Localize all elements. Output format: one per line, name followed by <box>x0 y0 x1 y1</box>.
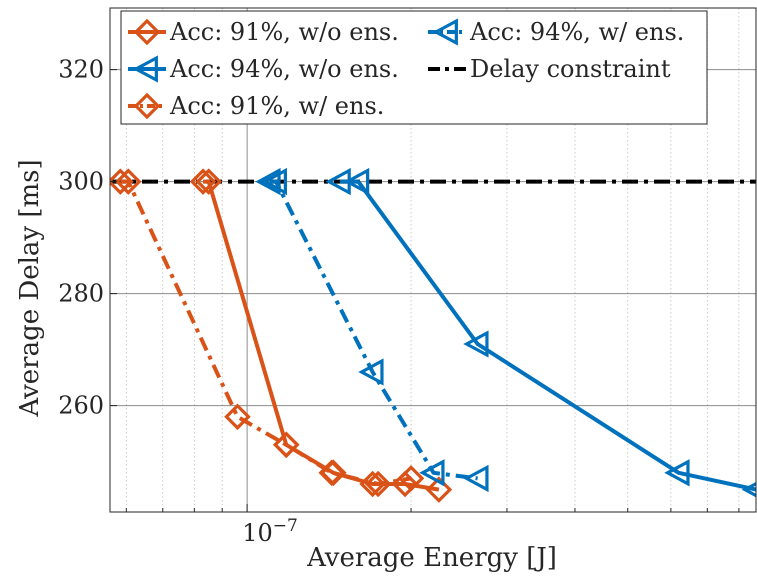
diamond-marker <box>318 459 345 487</box>
triangle-left-marker <box>463 330 489 358</box>
triangle-left-marker <box>343 167 370 196</box>
y-tick-label: 300 <box>58 168 104 196</box>
diamond-marker <box>115 168 142 195</box>
triangle-left-marker <box>741 481 756 498</box>
legend-entry-4: Delay constraint <box>428 55 671 83</box>
diamond-marker <box>364 470 392 498</box>
x-axis-label: Average Energy [J] <box>306 543 557 573</box>
diamond-marker <box>195 168 222 195</box>
legend-label: Acc: 91%, w/ ens. <box>169 92 384 120</box>
triangle-left-marker <box>261 167 287 196</box>
diamond-marker <box>425 476 453 503</box>
series-group <box>110 167 756 503</box>
triangle-left-marker <box>419 459 445 487</box>
legend-label: Delay constraint <box>470 55 671 83</box>
series-2 <box>255 167 489 493</box>
triangle-left-marker <box>132 55 158 83</box>
series-line <box>339 179 756 492</box>
diamond-marker <box>110 168 134 195</box>
series-line <box>269 179 478 481</box>
y-tick-label: 280 <box>58 280 104 308</box>
series-3 <box>325 167 756 498</box>
diamond-marker <box>391 470 419 498</box>
series-4 <box>110 168 425 498</box>
x-tick-base: 10 <box>242 519 273 547</box>
triangle-left-marker <box>664 459 690 487</box>
axes-box <box>109 7 757 513</box>
legend-entry-1: Acc: 91%, w/o ens. <box>128 18 399 46</box>
legend-label: Acc: 91%, w/o ens. <box>169 18 399 46</box>
legend: Acc: 91%, w/o ens. Acc: 94%, w/ ens. Acc: … <box>120 10 708 125</box>
legend-entry-2: Acc: 94%, w/ ens. <box>428 18 684 46</box>
legend-box <box>120 10 708 125</box>
legend-entry-5: Acc: 91%, w/ ens. <box>128 92 384 120</box>
diamond-marker <box>189 168 217 195</box>
diamond-marker <box>224 403 251 431</box>
x-tick-label: 10−7 <box>242 516 298 547</box>
diamond-marker <box>133 92 161 120</box>
triangle-left-marker <box>463 464 489 493</box>
series-line <box>120 179 412 486</box>
y-axis-label: Average Delay [ms] <box>15 159 45 417</box>
triangle-left-marker <box>255 167 281 196</box>
axes: 260 280 300 320 <box>58 7 757 513</box>
diamond-marker <box>133 18 161 46</box>
y-tick-label: 320 <box>58 56 104 84</box>
x-tick-exponent: −7 <box>273 516 298 536</box>
legend-label: Acc: 94%, w/o ens. <box>169 55 399 83</box>
y-tick-label: 260 <box>58 392 104 420</box>
legend-label: Acc: 94%, w/ ens. <box>469 18 684 46</box>
diamond-marker <box>397 465 425 492</box>
diamond-marker <box>273 431 300 459</box>
legend-entry-3: Acc: 94%, w/o ens. <box>128 55 399 83</box>
triangle-left-marker <box>358 358 384 386</box>
triangle-left-marker <box>432 18 458 46</box>
